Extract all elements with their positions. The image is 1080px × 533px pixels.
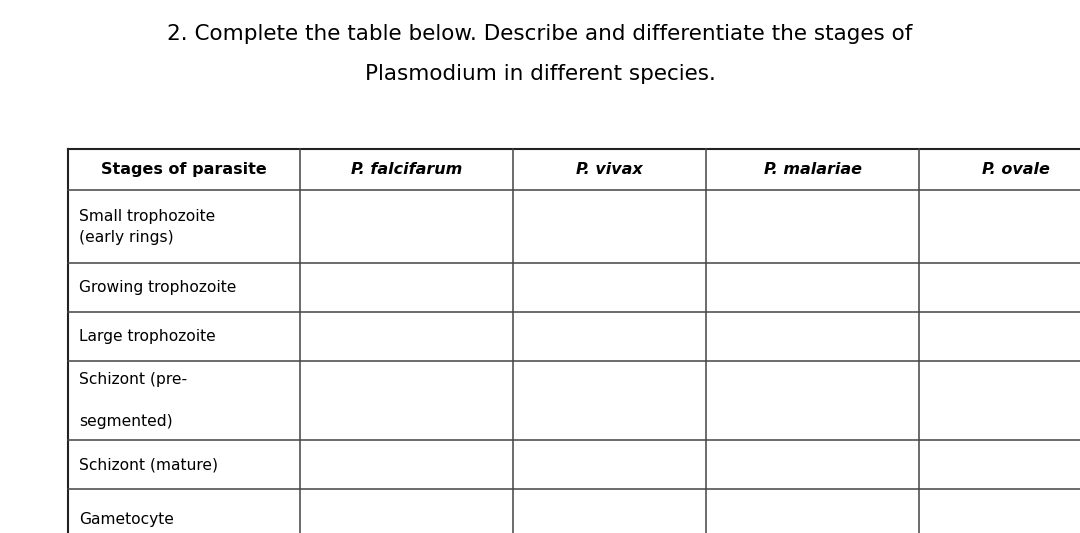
Text: 2. Complete the table below. Describe and differentiate the stages of: 2. Complete the table below. Describe an… bbox=[167, 24, 913, 44]
Text: Gametocyte: Gametocyte bbox=[79, 512, 174, 528]
Text: P. malariae: P. malariae bbox=[764, 162, 862, 177]
Text: Small trophozoite
(early rings): Small trophozoite (early rings) bbox=[79, 208, 215, 245]
Text: Schizont (mature): Schizont (mature) bbox=[79, 457, 218, 472]
Text: Plasmodium in different species.: Plasmodium in different species. bbox=[365, 64, 715, 84]
Text: P. ovale: P. ovale bbox=[982, 162, 1050, 177]
Text: Growing trophozoite: Growing trophozoite bbox=[79, 280, 237, 295]
Text: P. vivax: P. vivax bbox=[577, 162, 643, 177]
Text: P. falcifarum: P. falcifarum bbox=[351, 162, 462, 177]
Text: Stages of parasite: Stages of parasite bbox=[102, 162, 267, 177]
Text: Large trophozoite: Large trophozoite bbox=[79, 329, 216, 344]
Text: Schizont (pre-

segmented): Schizont (pre- segmented) bbox=[79, 373, 187, 429]
